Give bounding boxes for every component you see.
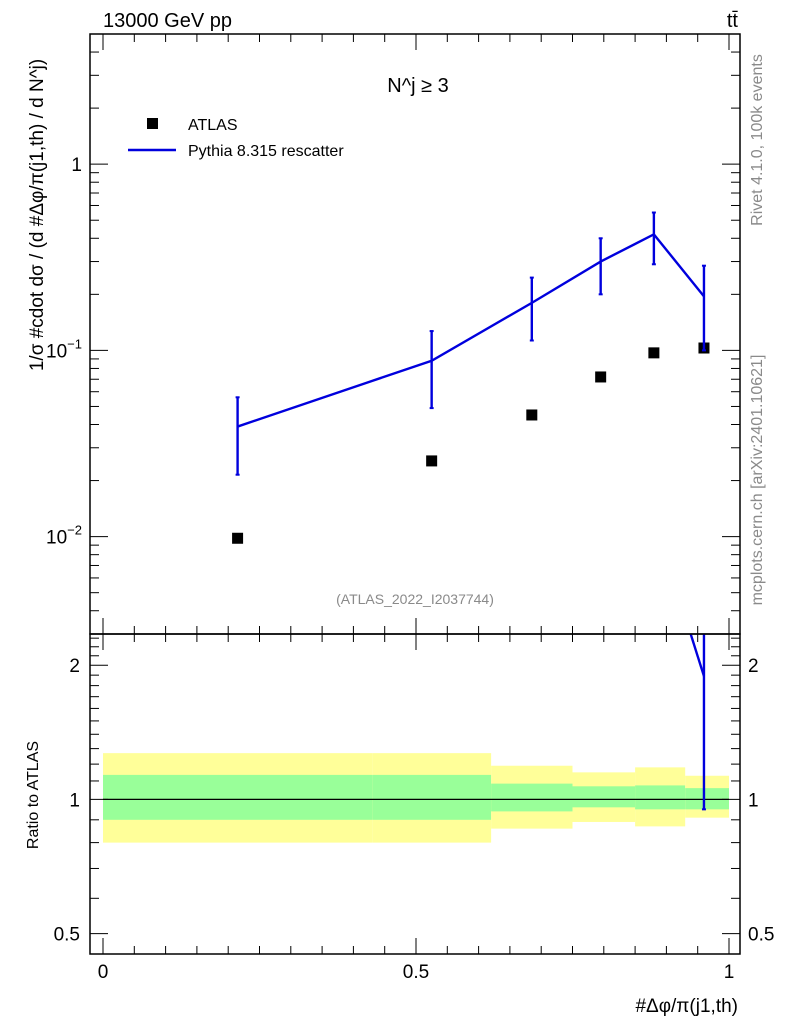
atlas-data-point <box>648 347 660 359</box>
legend-pythia-label: Pythia 8.315 rescatter <box>188 143 344 160</box>
rivet-version-label: Rivet 4.1.0, 100k events <box>749 54 766 226</box>
atlas-data-point <box>595 371 607 383</box>
x-tick-label: 0 <box>98 962 109 983</box>
legend: ATLAS Pythia 8.315 rescatter <box>128 117 344 160</box>
y-tick-label-base: 10 <box>46 528 67 549</box>
ratio-y-tick-label: 1 <box>69 790 80 811</box>
ratio-y-axis-label: Ratio to ATLAS <box>25 741 42 849</box>
process-label: tt̄ <box>727 10 739 32</box>
atlas-data-point <box>526 409 538 421</box>
y-tick-label-base: 1 <box>71 155 82 176</box>
uncertainty-band-inner <box>685 788 729 810</box>
y-tick-label-exponent: −2 <box>67 523 82 538</box>
x-tick-label: 0.5 <box>403 962 429 983</box>
source-label: mcplots.cern.ch [arXiv:2401.10621] <box>749 355 766 606</box>
y-tick-label-exponent: −1 <box>67 336 82 351</box>
y-tick-label: 10−1 <box>46 336 82 362</box>
x-axis-label: #Δφ/π(j1,th) <box>635 996 738 1017</box>
main-plot: 10−210−11 N^j ≥ 3 (ATLAS_2022_I2037744) … <box>27 33 741 635</box>
uncertainty-band-inner <box>635 785 686 810</box>
y-tick-label: 10−2 <box>46 523 82 549</box>
x-tick-label: 1 <box>724 962 735 983</box>
y-tick-label: 1 <box>71 155 82 176</box>
ratio-y-tick-label: 0.5 <box>54 925 80 946</box>
legend-atlas-label: ATLAS <box>188 117 238 134</box>
atlas-data-point <box>232 532 244 544</box>
collision-label: 13000 GeV pp <box>103 10 232 32</box>
ratio-y-tick-label: 2 <box>69 656 80 677</box>
legend-atlas-marker <box>147 118 158 129</box>
pythia-ratio-line <box>689 634 706 677</box>
atlas-data-point <box>426 455 438 467</box>
ratio-y-tick-label-right: 1 <box>748 790 759 811</box>
y-tick-label-base: 10 <box>46 341 67 362</box>
panel-title: N^j ≥ 3 <box>387 75 448 97</box>
analysis-label: (ATLAS_2022_I2037744) <box>336 591 494 607</box>
pythia-series-line <box>237 232 705 428</box>
uncertainty-band-inner <box>372 774 492 820</box>
uncertainty-band-inner <box>491 783 573 812</box>
uncertainty-band-inner <box>572 786 636 808</box>
ratio-plot-frame <box>89 633 741 955</box>
ratio-y-tick-label-right: 2 <box>748 656 759 677</box>
ratio-y-tick-label-right: 0.5 <box>748 925 774 946</box>
uncertainty-band-inner <box>103 774 373 820</box>
ratio-plot: 0 0.5 1 0.5 0.5 1 1 2 2 Ratio to ATLAS #Δφ/π(j1,… <box>25 633 774 1017</box>
y-axis-label: 1/σ #cdot dσ / (d #Δφ/π(j1,th) / d N^j) <box>27 59 48 371</box>
